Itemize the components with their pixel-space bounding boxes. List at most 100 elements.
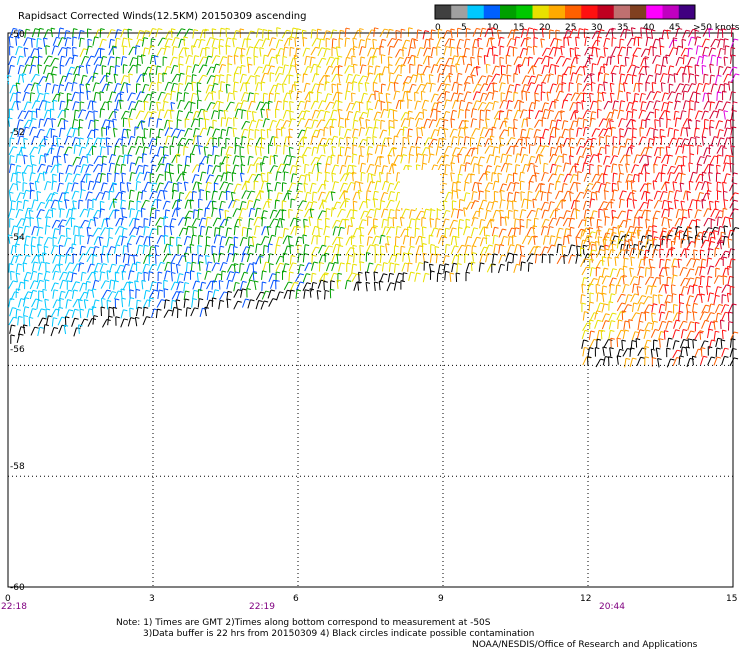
wind-barb bbox=[26, 190, 30, 191]
wind-barb bbox=[493, 210, 496, 218]
wind-barb bbox=[148, 182, 152, 183]
wind-barb bbox=[353, 120, 354, 129]
wind-barb bbox=[254, 93, 255, 102]
wind-barb bbox=[324, 145, 325, 154]
wind-barb bbox=[571, 255, 575, 256]
wind-barb bbox=[485, 139, 489, 147]
wind-barb bbox=[93, 228, 97, 236]
wind-barb bbox=[32, 101, 36, 109]
wind-barb bbox=[250, 280, 254, 281]
wind-barb bbox=[354, 64, 355, 73]
wind-barb bbox=[226, 118, 228, 127]
wind-barb bbox=[303, 147, 307, 155]
wind-barb bbox=[130, 209, 131, 218]
wind-barb bbox=[455, 246, 459, 247]
wind-barb bbox=[445, 255, 449, 256]
wind-barb bbox=[236, 156, 240, 157]
wind-barb bbox=[446, 228, 450, 229]
wind-barb bbox=[338, 273, 342, 274]
wind-barb bbox=[311, 273, 312, 282]
wind-barb bbox=[335, 165, 339, 166]
wind-barb bbox=[247, 289, 251, 290]
wind-barb bbox=[250, 139, 254, 140]
wind-barb bbox=[375, 145, 377, 154]
wind-barb bbox=[137, 273, 138, 282]
wind-barb bbox=[458, 73, 462, 74]
wind-barb bbox=[128, 146, 131, 154]
wind-barb bbox=[245, 299, 249, 300]
wind-barb bbox=[489, 102, 493, 103]
wind-barb bbox=[418, 30, 422, 31]
wind-barb bbox=[248, 174, 252, 182]
wind-barb bbox=[130, 173, 132, 182]
wind-barb bbox=[346, 199, 350, 200]
wind-barb bbox=[138, 137, 142, 138]
wind-barb bbox=[480, 220, 482, 229]
wind-barb bbox=[564, 67, 568, 75]
wind-barb bbox=[380, 274, 383, 282]
wind-barb bbox=[68, 136, 72, 137]
wind-barb bbox=[502, 66, 506, 67]
wind-barb bbox=[186, 66, 187, 75]
wind-barb bbox=[394, 282, 396, 291]
wind-barb bbox=[373, 48, 376, 56]
wind-barb bbox=[289, 65, 292, 74]
wind-barb bbox=[81, 174, 85, 182]
wind-barb bbox=[228, 127, 232, 128]
wind-barb bbox=[276, 226, 280, 227]
wind-barb bbox=[242, 299, 245, 307]
wind-barb bbox=[575, 93, 579, 94]
wind-barb bbox=[353, 46, 354, 55]
wind-barb bbox=[254, 47, 255, 56]
wind-barb bbox=[485, 129, 489, 137]
wind-barb bbox=[196, 128, 200, 129]
wind-barb bbox=[572, 66, 576, 67]
wind-barb bbox=[171, 29, 172, 38]
wind-barb bbox=[375, 181, 377, 190]
wind-barb bbox=[446, 65, 450, 66]
wind-barb bbox=[553, 84, 557, 85]
wind-barb bbox=[181, 39, 185, 40]
wind-barb bbox=[262, 271, 263, 280]
wind-barb bbox=[272, 235, 276, 236]
wind-barb bbox=[222, 64, 226, 65]
wind-barb bbox=[46, 316, 48, 325]
wind-barb bbox=[375, 209, 377, 218]
wind-barb bbox=[543, 192, 547, 193]
wind-barb bbox=[88, 319, 92, 327]
wind-barb bbox=[302, 130, 306, 131]
wind-barb bbox=[527, 37, 531, 38]
wind-barb bbox=[422, 218, 426, 219]
wind-barb bbox=[240, 83, 243, 92]
wind-barb bbox=[208, 56, 212, 57]
wind-barb bbox=[337, 47, 338, 56]
wind-barb bbox=[208, 227, 212, 228]
wind-barb bbox=[319, 39, 321, 48]
wind-barb bbox=[380, 235, 382, 244]
wind-barb bbox=[150, 65, 153, 74]
wind-barb bbox=[252, 174, 256, 175]
wind-barb bbox=[40, 280, 44, 281]
wind-barb bbox=[555, 48, 557, 57]
wind-barb bbox=[176, 264, 177, 273]
wind-barb bbox=[37, 300, 39, 309]
wind-barb bbox=[11, 65, 15, 66]
wind-barb bbox=[279, 40, 283, 41]
wind-barb bbox=[16, 209, 19, 217]
wind-barb bbox=[495, 244, 499, 245]
wind-barb bbox=[213, 254, 214, 263]
wind-barb bbox=[171, 91, 172, 100]
wind-barb bbox=[430, 254, 431, 263]
wind-barb bbox=[167, 271, 171, 272]
wind-barb bbox=[119, 227, 123, 228]
wind-barb bbox=[51, 309, 55, 317]
wind-barb bbox=[69, 290, 73, 291]
wind-barb bbox=[109, 155, 112, 164]
wind-barb bbox=[131, 163, 135, 164]
wind-barb bbox=[198, 109, 201, 117]
wind-barb bbox=[538, 209, 542, 210]
wind-barb bbox=[478, 137, 480, 146]
wind-barb bbox=[464, 39, 466, 48]
wind-barb bbox=[45, 93, 49, 94]
wind-barb bbox=[199, 199, 203, 200]
